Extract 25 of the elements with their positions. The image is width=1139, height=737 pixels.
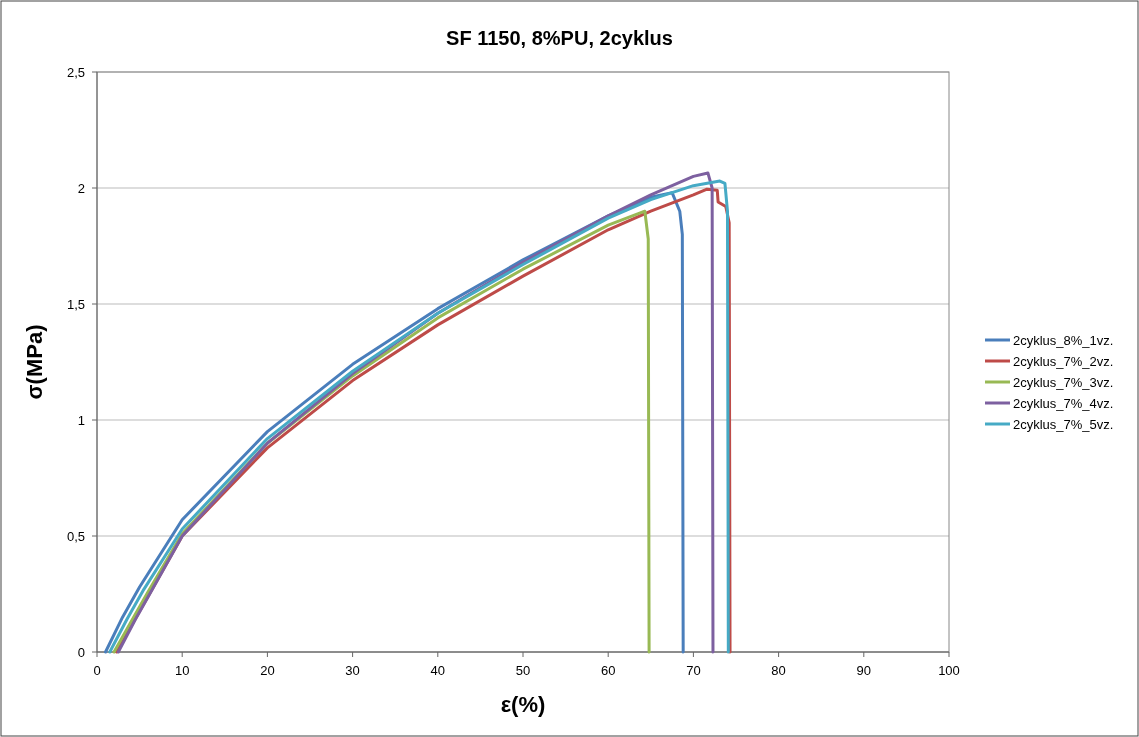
y-tick-label: 1 xyxy=(77,413,85,428)
y-tick-label: 0,5 xyxy=(66,529,85,544)
y-tick-label: 0 xyxy=(77,645,85,660)
legend-label: 2cyklus_7%_3vz. xyxy=(1013,375,1114,390)
y-axis-title: σ(MPa) xyxy=(22,324,47,400)
x-axis-title: ε(%) xyxy=(500,692,546,717)
legend-label: 2cyklus_7%_4vz. xyxy=(1013,396,1114,411)
chart-title: SF 1150, 8%PU, 2cyklus xyxy=(446,27,673,49)
legend-label: 2cyklus_7%_5vz. xyxy=(1013,417,1114,432)
legend-label: 2cyklus_7%_2vz. xyxy=(1013,354,1114,369)
x-tick-label: 0 xyxy=(93,663,101,678)
x-tick-label: 60 xyxy=(600,663,616,678)
x-tick-label: 90 xyxy=(856,663,872,678)
y-tick-label: 2,5 xyxy=(66,65,85,80)
y-tick-label: 2 xyxy=(77,181,85,196)
y-tick-label: 1,5 xyxy=(66,297,85,312)
x-tick-label: 50 xyxy=(515,663,531,678)
legend-label: 2cyklus_8%_1vz. xyxy=(1013,333,1114,348)
x-tick-label: 10 xyxy=(174,663,190,678)
x-tick-label: 80 xyxy=(771,663,786,678)
x-tick-label: 20 xyxy=(260,663,275,678)
x-tick-label: 30 xyxy=(345,663,360,678)
x-tick-label: 40 xyxy=(430,663,446,678)
x-tick-label: 70 xyxy=(686,663,701,678)
x-tick-label: 100 xyxy=(938,663,960,678)
